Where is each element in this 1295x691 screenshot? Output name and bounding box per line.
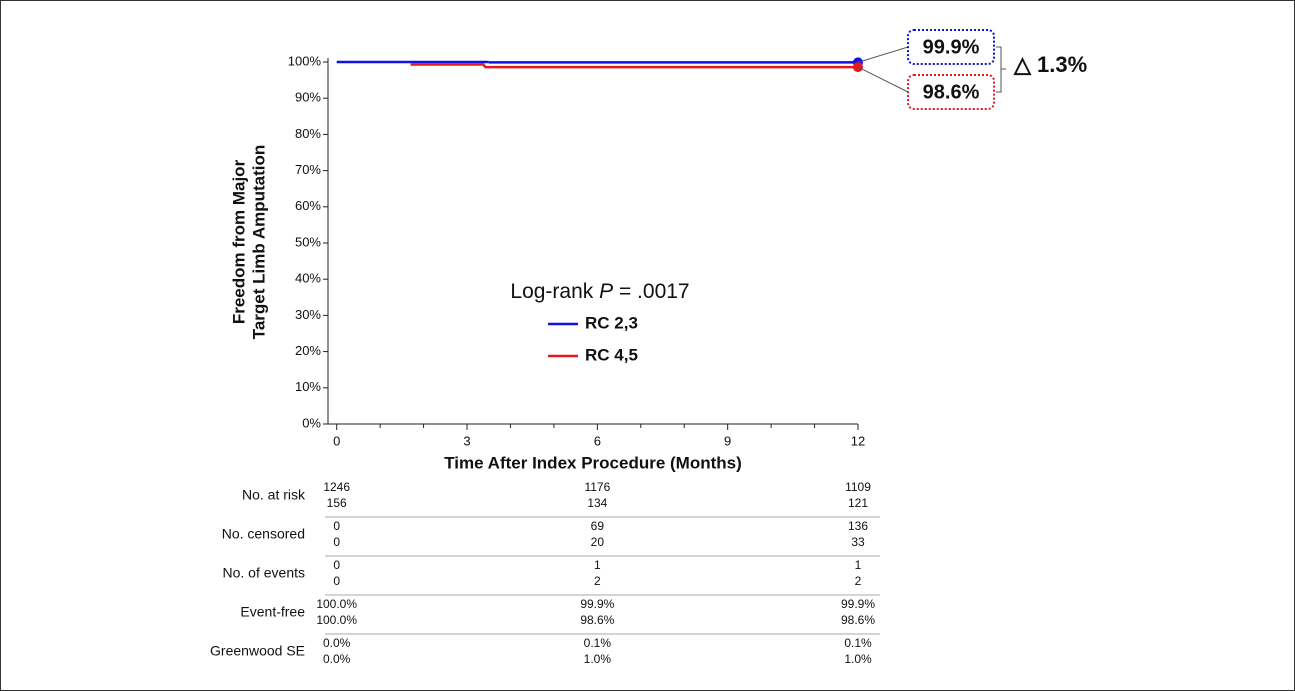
risk-cell: 100.0%	[316, 613, 357, 627]
risk-cell: 98.6%	[841, 613, 875, 627]
y-tick-label: 10%	[295, 379, 321, 394]
risk-cell: 99.9%	[580, 597, 614, 611]
y-axis-label: Target Limb Amputation	[249, 145, 268, 340]
legend-label: RC 4,5	[585, 345, 638, 364]
y-tick-label: 80%	[295, 126, 321, 141]
risk-row-label: Event-free	[240, 604, 305, 620]
risk-cell: 1.0%	[584, 652, 612, 666]
x-tick-label: 3	[463, 433, 470, 448]
risk-row-label: No. censored	[222, 526, 305, 542]
callout-leader	[857, 66, 909, 93]
annotation-part: Log-rank	[510, 280, 599, 303]
annotation-part: = .0017	[613, 280, 689, 303]
annotation-part: P	[599, 280, 613, 303]
risk-cell: 0	[333, 535, 340, 549]
risk-cell: 1	[855, 558, 862, 572]
risk-row-label: No. of events	[223, 565, 306, 581]
x-tick-label: 0	[333, 433, 340, 448]
x-tick-label: 9	[724, 433, 731, 448]
risk-cell: 0.1%	[844, 636, 872, 650]
risk-cell: 0	[333, 519, 340, 533]
risk-cell: 134	[587, 496, 607, 510]
risk-cell: 0	[333, 574, 340, 588]
risk-cell: 20	[591, 535, 605, 549]
y-tick-label: 60%	[295, 198, 321, 213]
risk-cell: 0.1%	[584, 636, 612, 650]
y-tick-label: 20%	[295, 343, 321, 358]
risk-cell: 1246	[323, 480, 350, 494]
risk-cell: 1176	[584, 480, 610, 494]
risk-cell: 0.0%	[323, 652, 351, 666]
annotation: Log-rank P = .0017	[510, 280, 689, 303]
callout-leader	[857, 46, 909, 63]
risk-cell: 1.0%	[844, 652, 872, 666]
risk-cell: 121	[848, 496, 868, 510]
risk-cell: 0	[333, 558, 340, 572]
risk-cell: 99.9%	[841, 597, 875, 611]
callout-label: 98.6%	[923, 81, 980, 103]
delta-bracket	[996, 46, 1006, 93]
risk-cell: 1109	[845, 480, 871, 494]
risk-cell: 100.0%	[316, 597, 357, 611]
risk-row-label: Greenwood SE	[210, 643, 305, 659]
x-axis-label: Time After Index Procedure (Months)	[444, 453, 742, 472]
x-tick-label: 6	[594, 433, 601, 448]
callout-box	[907, 74, 995, 110]
risk-cell: 33	[851, 535, 865, 549]
risk-cell: 1	[594, 558, 601, 572]
risk-cell: 136	[848, 519, 868, 533]
risk-cell: 156	[327, 496, 347, 510]
y-tick-label: 50%	[295, 234, 321, 249]
legend-label: RC 2,3	[585, 313, 638, 332]
y-tick-label: 90%	[295, 90, 321, 105]
risk-cell: 2	[594, 574, 601, 588]
risk-row-label: No. at risk	[242, 487, 306, 503]
y-tick-label: 0%	[302, 415, 321, 430]
risk-cell: 2	[855, 574, 862, 588]
y-axis-label: Freedom from Major	[229, 159, 248, 324]
y-tick-label: 30%	[295, 307, 321, 322]
y-tick-label: 40%	[295, 271, 321, 286]
callout-label: 99.9%	[923, 36, 980, 58]
risk-cell: 98.6%	[580, 613, 614, 627]
callout-box	[907, 29, 995, 65]
delta-label: △ 1.3%	[1013, 52, 1087, 77]
risk-cell: 0.0%	[323, 636, 351, 650]
y-tick-label: 70%	[295, 162, 321, 177]
y-tick-label: 100%	[288, 53, 322, 68]
risk-cell: 69	[591, 519, 605, 533]
x-tick-label: 12	[851, 433, 865, 448]
